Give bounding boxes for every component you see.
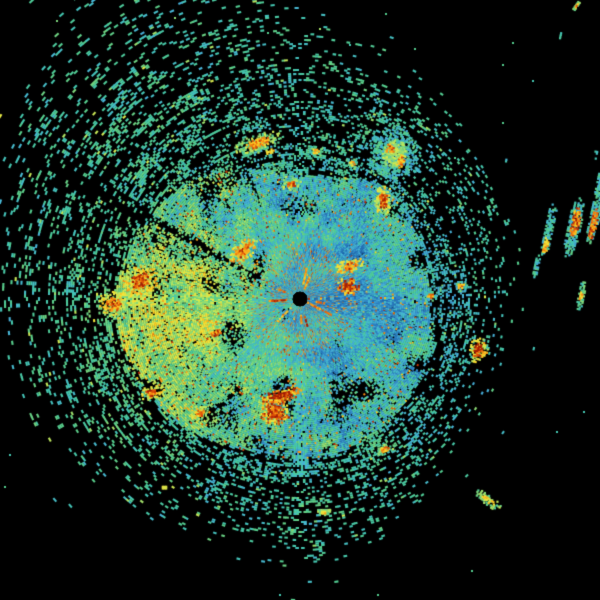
radar-display — [0, 0, 600, 600]
radar-reflectivity-image — [0, 0, 600, 600]
